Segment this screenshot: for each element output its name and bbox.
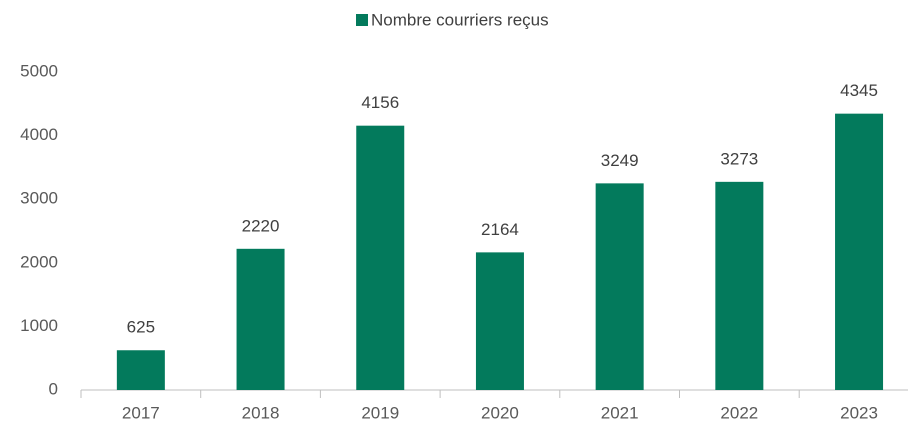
x-tick-label: 2020 xyxy=(481,403,519,422)
bar xyxy=(835,113,884,391)
bar xyxy=(595,183,644,390)
bar xyxy=(236,248,285,390)
y-tick-label: 1000 xyxy=(20,316,58,335)
legend-swatch xyxy=(356,14,368,26)
y-tick-label: 3000 xyxy=(20,189,58,208)
data-label: 625 xyxy=(127,318,155,337)
data-label: 4345 xyxy=(840,81,878,100)
y-tick-label: 2000 xyxy=(20,252,58,271)
x-tick-label: 2023 xyxy=(840,403,878,422)
x-tick-label: 2019 xyxy=(361,403,399,422)
y-tick-label: 4000 xyxy=(20,125,58,144)
data-label: 2220 xyxy=(242,216,280,235)
bar xyxy=(715,181,764,390)
x-tick-label: 2021 xyxy=(601,403,639,422)
bar xyxy=(116,350,165,390)
data-label: 3249 xyxy=(601,151,639,170)
data-label: 4156 xyxy=(361,93,399,112)
x-tick-label: 2022 xyxy=(720,403,758,422)
y-tick-label: 0 xyxy=(49,379,58,398)
x-tick-label: 2018 xyxy=(242,403,280,422)
data-label: 3273 xyxy=(720,149,758,168)
y-tick-label: 5000 xyxy=(20,61,58,80)
bar xyxy=(475,252,524,390)
legend-label: Nombre courriers reçus xyxy=(371,10,549,29)
x-tick-label: 2017 xyxy=(122,403,160,422)
bar xyxy=(356,125,405,390)
data-label: 2164 xyxy=(481,220,519,239)
